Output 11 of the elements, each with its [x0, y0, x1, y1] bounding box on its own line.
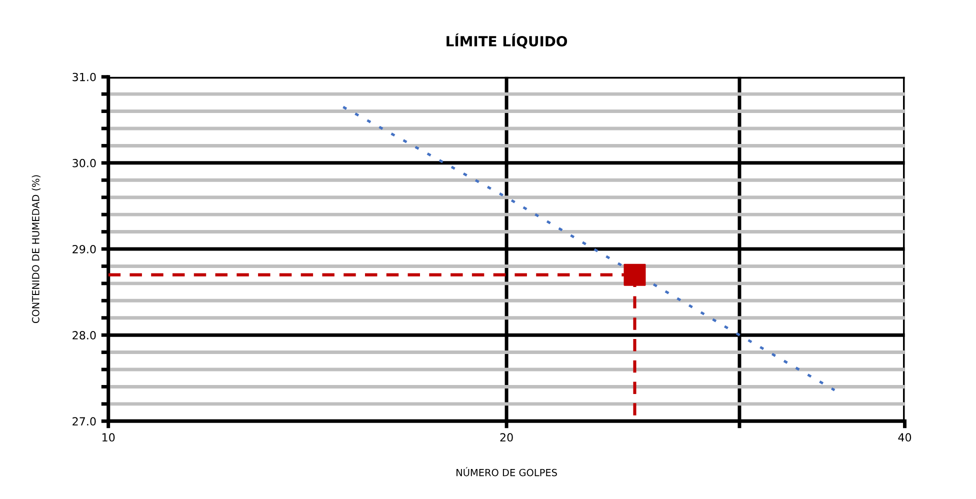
chart-title: LÍMITE LÍQUIDO	[446, 33, 568, 48]
y-tick-label: 27.0	[72, 417, 96, 426]
x-axis-title: NÚMERO DE GOLPES	[456, 467, 557, 476]
y-tick-label: 28.0	[72, 331, 96, 340]
y-tick-label: 31.0	[72, 72, 96, 82]
y-axis-title: CONTENIDO DE HUMEDAD (%)	[32, 175, 40, 324]
x-tick-label: 40	[898, 433, 912, 442]
x-tick-label: 10	[102, 433, 115, 442]
y-tick-label: 30.0	[72, 158, 96, 168]
y-tick-label: 29.0	[72, 244, 96, 254]
x-tick-label: 20	[500, 433, 513, 442]
